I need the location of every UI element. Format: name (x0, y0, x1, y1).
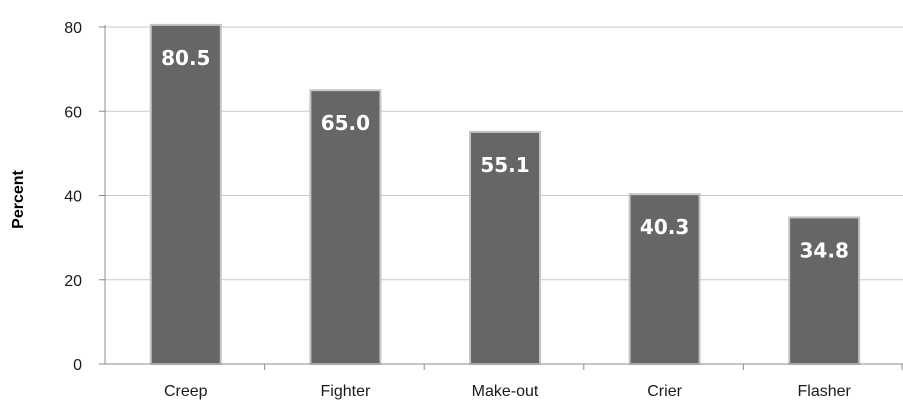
axes (104, 25, 903, 365)
x-tick-label-flasher: Flasher (798, 383, 852, 400)
y-axis-title: Percent (10, 169, 27, 228)
data-label-flasher: 34.8 (800, 238, 849, 262)
bar-creep (149, 23, 222, 366)
x-tick-label-make-out: Make-out (472, 383, 539, 400)
bar-crier (628, 193, 701, 365)
bars (149, 23, 861, 366)
y-axis-ticks: 0 20 40 60 80 (64, 20, 105, 374)
data-label-creep: 80.5 (161, 46, 210, 70)
data-label-fighter: 65.0 (321, 111, 370, 135)
x-axis-ticks: Creep Fighter Make-out Crier Flasher (164, 364, 903, 400)
x-tick-label-fighter: Fighter (321, 383, 371, 400)
x-tick-label-creep: Creep (164, 383, 208, 400)
y-tick-label-20: 20 (64, 273, 82, 290)
data-labels: 80.5 65.0 55.1 40.3 34.8 (161, 46, 849, 263)
bar-fighter (309, 89, 382, 365)
data-label-make-out: 55.1 (480, 153, 529, 177)
y-tick-label-80: 80 (64, 20, 82, 37)
data-label-crier: 40.3 (640, 215, 689, 239)
x-tick-label-crier: Crier (647, 383, 682, 400)
y-tick-label-60: 60 (64, 104, 82, 121)
y-tick-label-0: 0 (73, 357, 82, 374)
y-tick-label-40: 40 (64, 189, 82, 206)
bar-flasher (788, 216, 861, 365)
